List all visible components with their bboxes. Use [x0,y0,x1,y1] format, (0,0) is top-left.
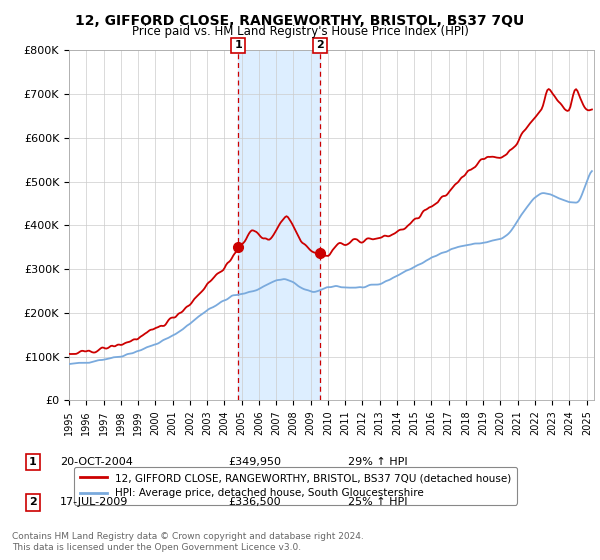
Bar [238,50,320,400]
Text: £336,500: £336,500 [228,497,281,507]
Text: 2: 2 [29,497,37,507]
Text: 20-OCT-2004: 20-OCT-2004 [60,457,133,467]
Legend: 12, GIFFORD CLOSE, RANGEWORTHY, BRISTOL, BS37 7QU (detached house), HPI: Average: 12, GIFFORD CLOSE, RANGEWORTHY, BRISTOL,… [74,467,517,505]
Text: 12, GIFFORD CLOSE, RANGEWORTHY, BRISTOL, BS37 7QU: 12, GIFFORD CLOSE, RANGEWORTHY, BRISTOL,… [76,14,524,28]
Text: Contains HM Land Registry data © Crown copyright and database right 2024.
This d: Contains HM Land Registry data © Crown c… [12,532,364,552]
Text: 1: 1 [29,457,37,467]
Text: Price paid vs. HM Land Registry's House Price Index (HPI): Price paid vs. HM Land Registry's House … [131,25,469,38]
Text: 2: 2 [316,40,324,50]
Text: 25% ↑ HPI: 25% ↑ HPI [348,497,407,507]
Text: 1: 1 [234,40,242,50]
Text: 29% ↑ HPI: 29% ↑ HPI [348,457,407,467]
Text: 17-JUL-2009: 17-JUL-2009 [60,497,128,507]
Text: £349,950: £349,950 [228,457,281,467]
